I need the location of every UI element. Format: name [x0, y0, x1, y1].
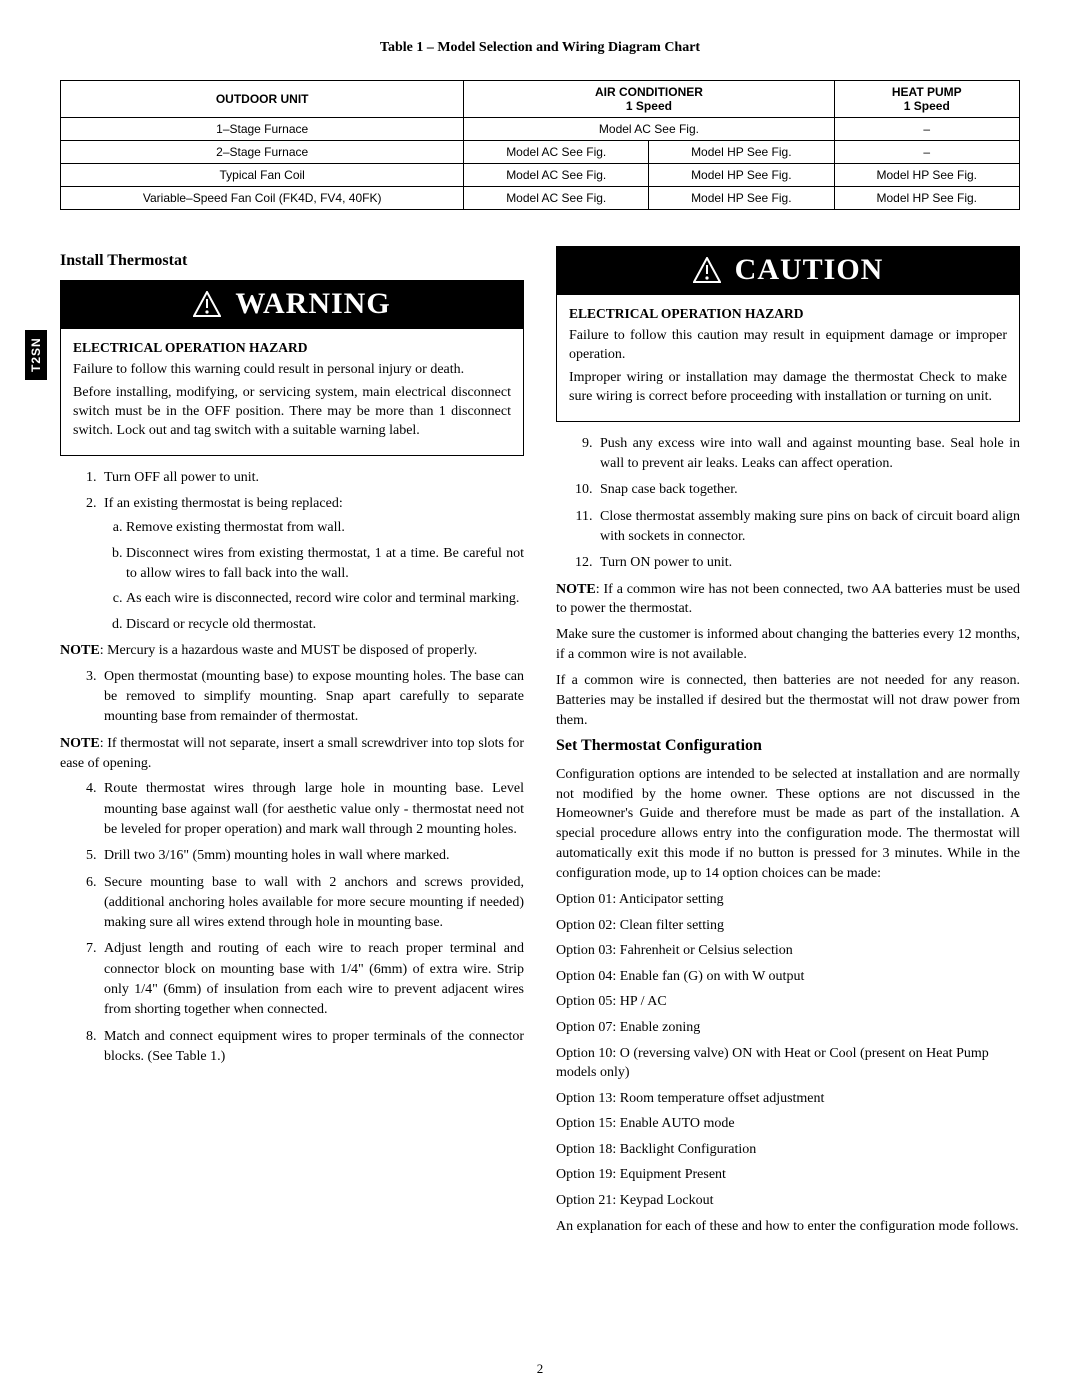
table-cell: Typical Fan Coil — [61, 164, 464, 187]
list-item: Match and connect equipment wires to pro… — [100, 1027, 524, 1068]
table-cell: 2–Stage Furnace — [61, 141, 464, 164]
list-item: Discard or recycle old thermostat. — [126, 615, 524, 635]
table-cell: Model AC See Fig. — [464, 141, 649, 164]
col-hp-label: HEAT PUMP — [892, 85, 962, 99]
table-cell: Model HP See Fig. — [649, 187, 834, 210]
col-ac-sub: 1 Speed — [626, 99, 672, 113]
config-option: Option 04: Enable fan (G) on with W outp… — [556, 967, 1020, 987]
config-option: Option 01: Anticipator setting — [556, 890, 1020, 910]
table-cell: Model AC See Fig. — [464, 164, 649, 187]
sub-list: Remove existing thermostat from wall. Dis… — [126, 518, 524, 634]
caution-box: CAUTION ELECTRICAL OPERATION HAZARD Fail… — [556, 246, 1020, 422]
model-selection-table: OUTDOOR UNIT AIR CONDITIONER 1 Speed HEA… — [60, 80, 1020, 210]
config-option: Option 18: Backlight Configuration — [556, 1140, 1020, 1160]
table-cell: Model HP See Fig. — [649, 164, 834, 187]
battery-change-note: Make sure the customer is informed about… — [556, 625, 1020, 665]
config-outro: An explanation for each of these and how… — [556, 1217, 1020, 1237]
install-steps-1: Turn OFF all power to unit. If an existin… — [100, 468, 524, 635]
list-item: Push any excess wire into wall and again… — [596, 434, 1020, 475]
warning-label: WARNING — [235, 287, 390, 321]
table-cell: Model HP See Fig. — [649, 141, 834, 164]
note-common-wire: NOTE: If a common wire has not been conn… — [556, 580, 1020, 620]
caution-hazard-title: ELECTRICAL OPERATION HAZARD — [569, 305, 1007, 323]
list-item: Turn ON power to unit. — [596, 553, 1020, 573]
page-number: 2 — [0, 1361, 1080, 1377]
side-tab: T2SN — [25, 330, 47, 380]
config-option: Option 19: Equipment Present — [556, 1165, 1020, 1185]
warning-p1: Failure to follow this warning could res… — [73, 361, 511, 380]
note-text: : Mercury is a hazardous waste and MUST … — [100, 643, 478, 658]
caution-label: CAUTION — [735, 253, 884, 287]
note-text: : If a common wire has not been connecte… — [556, 582, 1020, 617]
list-item: Adjust length and routing of each wire t… — [100, 939, 524, 1020]
battery-not-needed-note: If a common wire is connected, then batt… — [556, 671, 1020, 731]
list-item: As each wire is disconnected, record wir… — [126, 589, 524, 609]
config-option: Option 15: Enable AUTO mode — [556, 1114, 1020, 1134]
list-item: Close thermostat assembly making sure pi… — [596, 507, 1020, 548]
install-thermostat-heading: Install Thermostat — [60, 252, 524, 270]
warning-p2: Before installing, modifying, or servici… — [73, 384, 511, 441]
config-option: Option 07: Enable zoning — [556, 1018, 1020, 1038]
caution-banner: CAUTION — [557, 247, 1019, 295]
config-option: Option 13: Room temperature offset adjus… — [556, 1089, 1020, 1109]
install-steps-9: Push any excess wire into wall and again… — [596, 434, 1020, 574]
note-text: : If thermostat will not separate, inser… — [60, 736, 524, 771]
list-item: If an existing thermostat is being repla… — [100, 494, 524, 635]
col-ac-label: AIR CONDITIONER — [595, 85, 703, 99]
warning-banner: WARNING — [61, 281, 523, 329]
config-option: Option 05: HP / AC — [556, 992, 1020, 1012]
table-row: 2–Stage FurnaceModel AC See Fig.Model HP… — [61, 141, 1020, 164]
list-item: Drill two 3/16" (5mm) mounting holes in … — [100, 846, 524, 866]
install-steps-4: Route thermostat wires through large hol… — [100, 779, 524, 1067]
note-label: NOTE — [556, 582, 596, 597]
warning-hazard-title: ELECTRICAL OPERATION HAZARD — [73, 339, 511, 357]
config-option: Option 10: O (reversing valve) ON with H… — [556, 1044, 1020, 1083]
table-cell: 1–Stage Furnace — [61, 118, 464, 141]
note-label: NOTE — [60, 643, 100, 658]
table-cell: – — [834, 118, 1019, 141]
table-cell: Model HP See Fig. — [834, 164, 1019, 187]
note-mercury: NOTE: Mercury is a hazardous waste and M… — [60, 641, 524, 661]
list-item: Secure mounting base to wall with 2 anch… — [100, 873, 524, 934]
list-item: Snap case back together. — [596, 480, 1020, 500]
right-column: CAUTION ELECTRICAL OPERATION HAZARD Fail… — [556, 246, 1020, 1243]
table-cell: Model HP See Fig. — [834, 187, 1019, 210]
table-title: Table 1 – Model Selection and Wiring Dia… — [60, 40, 1020, 56]
list-item: Route thermostat wires through large hol… — [100, 779, 524, 840]
list-item: Turn OFF all power to unit. — [100, 468, 524, 488]
caution-p2: Improper wiring or installation may dama… — [569, 369, 1007, 407]
table-row: Variable–Speed Fan Coil (FK4D, FV4, 40FK… — [61, 187, 1020, 210]
list-item: Remove existing thermostat from wall. — [126, 518, 524, 538]
left-column: Install Thermostat WARNING ELECTRICAL OP… — [60, 246, 524, 1243]
config-option: Option 02: Clean filter setting — [556, 916, 1020, 936]
warning-icon — [193, 291, 221, 317]
table-cell: Model AC See Fig. — [464, 187, 649, 210]
note-label: NOTE — [60, 736, 100, 751]
config-intro: Configuration options are intended to be… — [556, 765, 1020, 884]
col-outdoor-unit: OUTDOOR UNIT — [61, 81, 464, 118]
col-hp-sub: 1 Speed — [904, 99, 950, 113]
caution-icon — [693, 257, 721, 283]
list-item: Disconnect wires from existing thermosta… — [126, 544, 524, 585]
set-config-heading: Set Thermostat Configuration — [556, 737, 1020, 755]
table-row: 1–Stage FurnaceModel AC See Fig.– — [61, 118, 1020, 141]
col-heat-pump: HEAT PUMP 1 Speed — [834, 81, 1019, 118]
install-steps-3: Open thermostat (mounting base) to expos… — [100, 667, 524, 728]
note-separate: NOTE: If thermostat will not separate, i… — [60, 734, 524, 774]
options-list: Option 01: Anticipator setting Option 02:… — [556, 890, 1020, 1211]
table-cell: Model AC See Fig. — [464, 118, 834, 141]
table-cell: Variable–Speed Fan Coil (FK4D, FV4, 40FK… — [61, 187, 464, 210]
list-item: Open thermostat (mounting base) to expos… — [100, 667, 524, 728]
config-option: Option 03: Fahrenheit or Celsius selecti… — [556, 941, 1020, 961]
caution-p1: Failure to follow this caution may resul… — [569, 327, 1007, 365]
col-air-conditioner: AIR CONDITIONER 1 Speed — [464, 81, 834, 118]
config-option: Option 21: Keypad Lockout — [556, 1191, 1020, 1211]
table-row: Typical Fan CoilModel AC See Fig.Model H… — [61, 164, 1020, 187]
table-cell: – — [834, 141, 1019, 164]
warning-box: WARNING ELECTRICAL OPERATION HAZARD Fail… — [60, 280, 524, 456]
